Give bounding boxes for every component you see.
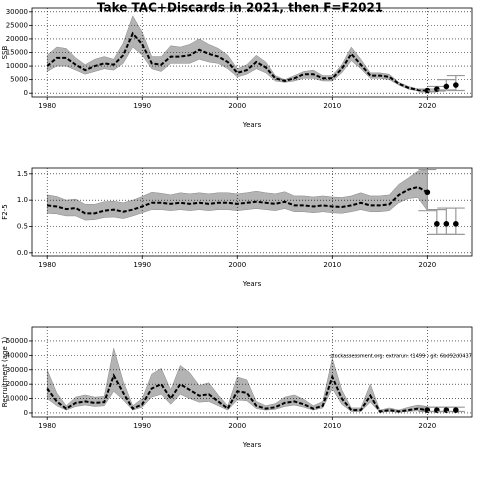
x-tick-label: 2000 — [228, 422, 246, 430]
y-tick-label: 50000 — [6, 337, 28, 345]
y-tick-label: 30000 — [6, 366, 28, 374]
y-tick-label: 25000 — [6, 21, 28, 29]
x-axis-label: Years — [242, 280, 262, 288]
y-axis-label: F2-5 — [1, 204, 9, 219]
y-tick-label: 0 — [24, 89, 28, 97]
projection-point — [424, 87, 431, 94]
plot-frame — [31, 326, 473, 418]
y-tick-label: 10000 — [6, 395, 28, 403]
x-tick-label: 2020 — [418, 102, 436, 110]
projection-point — [453, 82, 459, 88]
projection-point — [453, 407, 459, 413]
y-tick-label: 1.5 — [17, 170, 28, 178]
x-tick-label: 1980 — [38, 261, 56, 269]
y-axis-label: Recruitment (age 1) — [1, 337, 9, 408]
projection-point — [434, 221, 440, 227]
x-tick-label: 2000 — [228, 261, 246, 269]
projection-point — [424, 189, 431, 196]
x-tick-label: 2000 — [228, 102, 246, 110]
x-tick-label: 2010 — [323, 422, 341, 430]
x-tick-label: 1980 — [38, 422, 56, 430]
estimate-line — [46, 373, 428, 413]
estimate-line — [47, 185, 428, 215]
projection-point — [453, 221, 459, 227]
x-tick-label: 1990 — [133, 422, 151, 430]
x-tick-label: 1980 — [38, 102, 56, 110]
x-axis-label: Years — [242, 121, 262, 129]
x-tick-label: 2010 — [323, 261, 341, 269]
y-tick-label: 0.0 — [17, 249, 28, 257]
y-tick-label: 10000 — [6, 62, 28, 70]
projection-point — [443, 83, 450, 90]
y-tick-label: 0 — [24, 409, 28, 417]
y-tick-label: 20000 — [6, 380, 28, 388]
y-tick-label: 40000 — [6, 351, 28, 359]
y-tick-label: 5000 — [10, 76, 28, 84]
x-tick-label: 1990 — [133, 261, 151, 269]
chart-title: Take TAC+Discards in 2021, then F=F2021 — [97, 1, 383, 15]
y-tick-label: 20000 — [6, 35, 28, 43]
plot-frame — [31, 7, 473, 98]
x-tick-label: 2010 — [323, 102, 341, 110]
y-tick-label: 30000 — [6, 8, 28, 16]
y-axis-label: SSB — [1, 45, 9, 59]
x-axis-label: Years — [242, 441, 262, 449]
projection-point — [434, 86, 440, 92]
plot-frame — [31, 167, 473, 257]
x-tick-label: 2020 — [418, 261, 436, 269]
y-tick-label: 1.0 — [17, 196, 28, 204]
x-tick-label: 1990 — [133, 102, 151, 110]
y-tick-label: 15000 — [6, 49, 28, 57]
estimate-line — [46, 31, 428, 92]
projection-point — [443, 221, 450, 227]
y-tick-label: 0.5 — [17, 222, 28, 230]
annotation: stockassessment.org: extrarun: t1499 - g… — [330, 354, 472, 360]
x-tick-label: 2020 — [418, 422, 436, 430]
